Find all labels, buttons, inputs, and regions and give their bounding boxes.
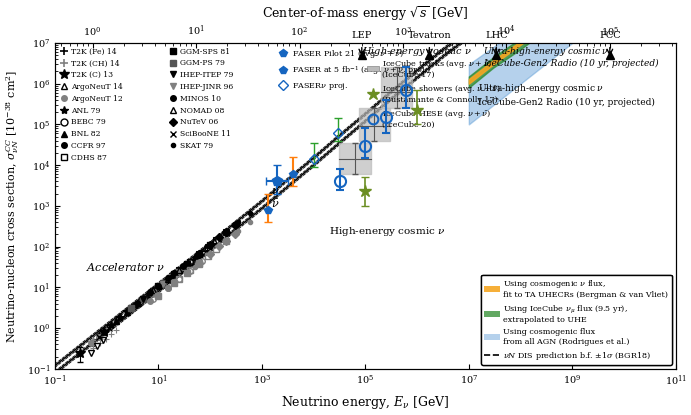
Text: FCC: FCC bbox=[599, 31, 621, 40]
Y-axis label: Neutrino-nucleon cross section, $\sigma_{\nu N}^{CC}$ [$10^{-38}$ cm$^2$]: Neutrino-nucleon cross section, $\sigma_… bbox=[4, 69, 21, 342]
X-axis label: Center-of-mass energy $\sqrt{s}$ [GeV]: Center-of-mass energy $\sqrt{s}$ [GeV] bbox=[262, 4, 468, 23]
Text: High-energy cosmic $\nu$: High-energy cosmic $\nu$ bbox=[362, 44, 472, 58]
Text: LHC: LHC bbox=[485, 31, 508, 40]
Text: Ultra-high-energy cosmic $\nu$
IceCube-Gen2 Radio (10 yr, projected): Ultra-high-energy cosmic $\nu$ IceCube-G… bbox=[483, 44, 659, 68]
Text: Ultra-high-energy cosmic $\nu$
IceCube-Gen2 Radio (10 yr, projected): Ultra-high-energy cosmic $\nu$ IceCube-G… bbox=[478, 82, 655, 107]
Text: Tevatron: Tevatron bbox=[408, 31, 451, 40]
Text: Accelerator $\nu$: Accelerator $\nu$ bbox=[86, 261, 164, 273]
Text: High-energy cosmic $\nu$: High-energy cosmic $\nu$ bbox=[329, 225, 446, 238]
Text: $\bar{\nu}$: $\bar{\nu}$ bbox=[271, 198, 280, 210]
X-axis label: Neutrino energy, $E_\nu$ [GeV]: Neutrino energy, $E_\nu$ [GeV] bbox=[281, 394, 450, 411]
Legend: Using cosmogenic $\nu$ flux,
fit to TA UHECRs (Bergman & van Vliet), Using IceCu: Using cosmogenic $\nu$ flux, fit to TA U… bbox=[481, 275, 672, 365]
Text: LEP: LEP bbox=[352, 31, 372, 40]
Text: $\nu$: $\nu$ bbox=[271, 186, 280, 195]
